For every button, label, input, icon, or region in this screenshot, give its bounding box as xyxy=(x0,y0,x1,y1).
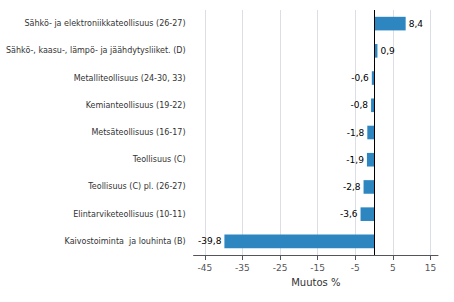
svg-text:0,9: 0,9 xyxy=(380,46,395,56)
svg-text:-15: -15 xyxy=(310,263,325,273)
svg-text:Teollisuus (C): Teollisuus (C) xyxy=(132,155,186,164)
svg-text:15: 15 xyxy=(425,263,436,273)
svg-text:-0,8: -0,8 xyxy=(351,100,369,110)
svg-text:-35: -35 xyxy=(235,263,250,273)
svg-text:-5: -5 xyxy=(351,263,360,273)
svg-text:-0,6: -0,6 xyxy=(351,73,369,83)
svg-text:8,4: 8,4 xyxy=(409,19,424,29)
svg-text:-39,8: -39,8 xyxy=(198,236,222,246)
svg-text:Kemianteollisuus (19-22): Kemianteollisuus (19-22) xyxy=(86,101,186,110)
svg-text:Metsäteollisuus (16-17): Metsäteollisuus (16-17) xyxy=(91,128,185,137)
svg-text:Kaivostoiminta ja louhinta (B: Kaivostoiminta ja louhinta (B) xyxy=(65,237,186,246)
svg-text:Sähkö-, kaasu-, lämpö- ja jääh: Sähkö-, kaasu-, lämpö- ja jäähdytysliike… xyxy=(6,46,186,55)
svg-text:-45: -45 xyxy=(198,263,213,273)
svg-text:-2,8: -2,8 xyxy=(343,182,361,192)
svg-text:-25: -25 xyxy=(273,263,288,273)
svg-text:-1,8: -1,8 xyxy=(347,128,365,138)
svg-text:5: 5 xyxy=(390,263,396,273)
svg-text:Muutos %: Muutos % xyxy=(291,277,340,288)
svg-text:Sähkö- ja elektroniikkateollis: Sähkö- ja elektroniikkateollisuus (26-27… xyxy=(25,19,186,28)
svg-text:-3,6: -3,6 xyxy=(340,209,358,219)
svg-text:-1,9: -1,9 xyxy=(346,155,364,165)
svg-text:Elintarviketeollisuus (10-11): Elintarviketeollisuus (10-11) xyxy=(73,210,185,219)
svg-text:Metalliteollisuus (24-30, 33): Metalliteollisuus (24-30, 33) xyxy=(74,74,186,83)
svg-text:Teollisuus (C) pl. (26-27): Teollisuus (C) pl. (26-27) xyxy=(87,182,185,191)
